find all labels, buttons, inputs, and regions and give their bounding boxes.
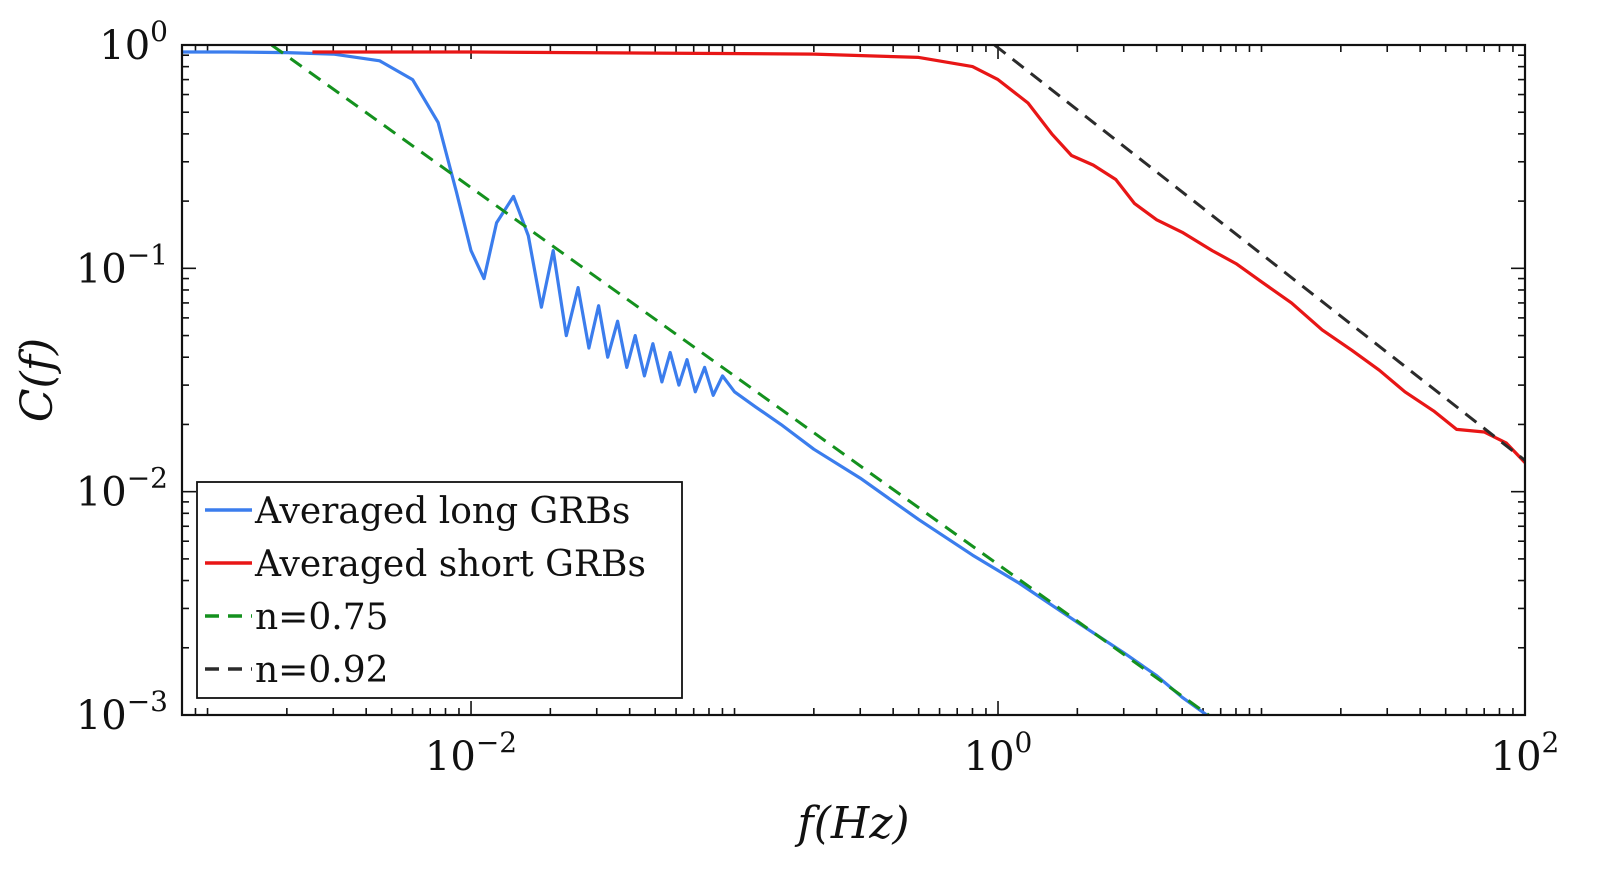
x-tick-label-base: 10 [425,734,476,780]
x-tick-label-base: 10 [1491,734,1542,780]
series-line-averaged-short-grbs [312,50,1525,464]
series-layer [182,45,1525,715]
plot-frame [180,43,1527,717]
legend-label: n=0.92 [255,650,389,691]
x-tick-label: 10−2 [425,726,517,780]
series-line-averaged-long-grbs [182,50,1208,715]
legend-label: Averaged short GRBs [254,544,646,585]
x-axis-label: f(Hz) [794,798,909,849]
x-tick-label-exponent: −2 [476,726,517,759]
x-tick-label-exponent: 2 [1542,726,1560,759]
x-tick-label-exponent: 0 [1015,726,1033,759]
y-tick-label: 10−3 [76,685,168,739]
x-tick-label: 102 [1491,726,1560,780]
y-tick-label: 10−1 [76,238,168,292]
x-tick-label-base: 10 [964,734,1015,780]
y-tick-label-base: 10 [76,693,127,739]
y-tick-label-exponent: 0 [150,15,168,48]
y-tick-label-base: 10 [99,23,150,69]
legend-label: n=0.75 [255,597,389,638]
y-axis-label: C(f) [12,338,63,422]
ticks-layer [181,44,1526,716]
legend: Averaged long GRBs Averaged short GRBs n=0… [196,481,683,699]
legend-box [196,481,683,699]
y-tick-label: 10−2 [76,462,168,516]
y-tick-label-exponent: −1 [127,238,168,271]
y-tick-label-exponent: −3 [127,685,168,718]
x-tick-label: 100 [964,726,1033,780]
series-line-n-0-75 [270,45,1210,715]
y-tick-label-base: 10 [76,246,127,292]
y-tick-label-base: 10 [76,470,127,516]
legend-label: Averaged long GRBs [254,491,630,532]
y-tick-label: 100 [99,15,168,69]
series-line-n-0-92 [993,45,1525,462]
y-tick-label-exponent: −2 [127,462,168,495]
